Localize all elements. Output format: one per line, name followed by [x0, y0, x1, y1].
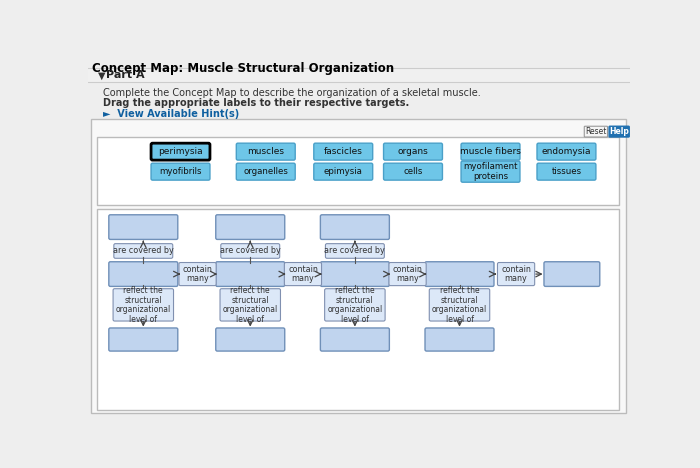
FancyBboxPatch shape [237, 163, 295, 180]
Text: muscle fibers: muscle fibers [460, 147, 521, 156]
FancyBboxPatch shape [389, 263, 426, 285]
FancyBboxPatch shape [314, 163, 372, 180]
FancyBboxPatch shape [321, 262, 389, 286]
FancyBboxPatch shape [609, 126, 629, 137]
FancyBboxPatch shape [216, 328, 285, 351]
FancyBboxPatch shape [108, 328, 178, 351]
Text: contain
many: contain many [288, 265, 318, 284]
Text: myofibrils: myofibrils [160, 167, 202, 176]
FancyBboxPatch shape [220, 289, 281, 321]
Text: are covered by: are covered by [325, 247, 385, 256]
FancyBboxPatch shape [461, 143, 520, 160]
Text: Drag the appropriate labels to their respective targets.: Drag the appropriate labels to their res… [103, 98, 409, 108]
Text: muscles: muscles [247, 147, 284, 156]
Text: Reset: Reset [585, 127, 607, 136]
FancyBboxPatch shape [151, 163, 210, 180]
FancyBboxPatch shape [498, 263, 535, 285]
FancyBboxPatch shape [88, 68, 630, 82]
FancyBboxPatch shape [326, 244, 384, 258]
Text: fascicles: fascicles [324, 147, 363, 156]
FancyBboxPatch shape [220, 244, 280, 258]
FancyBboxPatch shape [425, 262, 494, 286]
Text: perimysia: perimysia [158, 147, 203, 156]
FancyBboxPatch shape [384, 143, 442, 160]
Text: Concept Map: Muscle Structural Organization: Concept Map: Muscle Structural Organizat… [92, 62, 394, 74]
FancyBboxPatch shape [108, 215, 178, 240]
Text: reflect the
structural
organizational
level of: reflect the structural organizational le… [223, 286, 278, 324]
Text: organelles: organelles [244, 167, 288, 176]
Text: contain
many: contain many [501, 265, 531, 284]
Text: epimysia: epimysia [324, 167, 363, 176]
FancyBboxPatch shape [97, 137, 619, 205]
Text: contain
many: contain many [393, 265, 423, 284]
FancyBboxPatch shape [108, 262, 178, 286]
Text: organs: organs [398, 147, 428, 156]
FancyBboxPatch shape [114, 244, 173, 258]
FancyBboxPatch shape [321, 215, 389, 240]
Text: reflect the
structural
organizational
level of: reflect the structural organizational le… [116, 286, 171, 324]
Text: are covered by: are covered by [220, 247, 281, 256]
FancyBboxPatch shape [537, 143, 596, 160]
FancyBboxPatch shape [151, 143, 210, 160]
Text: endomysia: endomysia [542, 147, 592, 156]
FancyBboxPatch shape [237, 143, 295, 160]
FancyBboxPatch shape [92, 119, 626, 413]
Text: Part A: Part A [106, 70, 145, 80]
FancyBboxPatch shape [425, 328, 494, 351]
FancyBboxPatch shape [584, 126, 608, 137]
FancyBboxPatch shape [216, 215, 285, 240]
FancyBboxPatch shape [216, 262, 285, 286]
FancyBboxPatch shape [314, 143, 372, 160]
FancyBboxPatch shape [384, 163, 442, 180]
Text: ►  View Available Hint(s): ► View Available Hint(s) [103, 109, 239, 118]
Text: reflect the
structural
organizational
level of: reflect the structural organizational le… [432, 286, 487, 324]
FancyBboxPatch shape [544, 262, 600, 286]
Text: reflect the
structural
organizational
level of: reflect the structural organizational le… [328, 286, 382, 324]
Text: myofilament
proteins: myofilament proteins [463, 162, 518, 182]
Text: contain
many: contain many [183, 265, 213, 284]
FancyBboxPatch shape [113, 289, 174, 321]
FancyBboxPatch shape [429, 289, 490, 321]
Text: Help: Help [609, 127, 629, 136]
Text: are covered by: are covered by [113, 247, 174, 256]
FancyBboxPatch shape [97, 209, 619, 410]
Text: Complete the Concept Map to describe the organization of a skeletal muscle.: Complete the Concept Map to describe the… [103, 88, 481, 98]
Text: ▼: ▼ [98, 70, 106, 80]
FancyBboxPatch shape [284, 263, 321, 285]
FancyBboxPatch shape [179, 263, 216, 285]
FancyBboxPatch shape [321, 328, 389, 351]
FancyBboxPatch shape [537, 163, 596, 180]
FancyBboxPatch shape [325, 289, 385, 321]
FancyBboxPatch shape [461, 161, 520, 182]
Text: cells: cells [403, 167, 423, 176]
Text: tissues: tissues [552, 167, 582, 176]
